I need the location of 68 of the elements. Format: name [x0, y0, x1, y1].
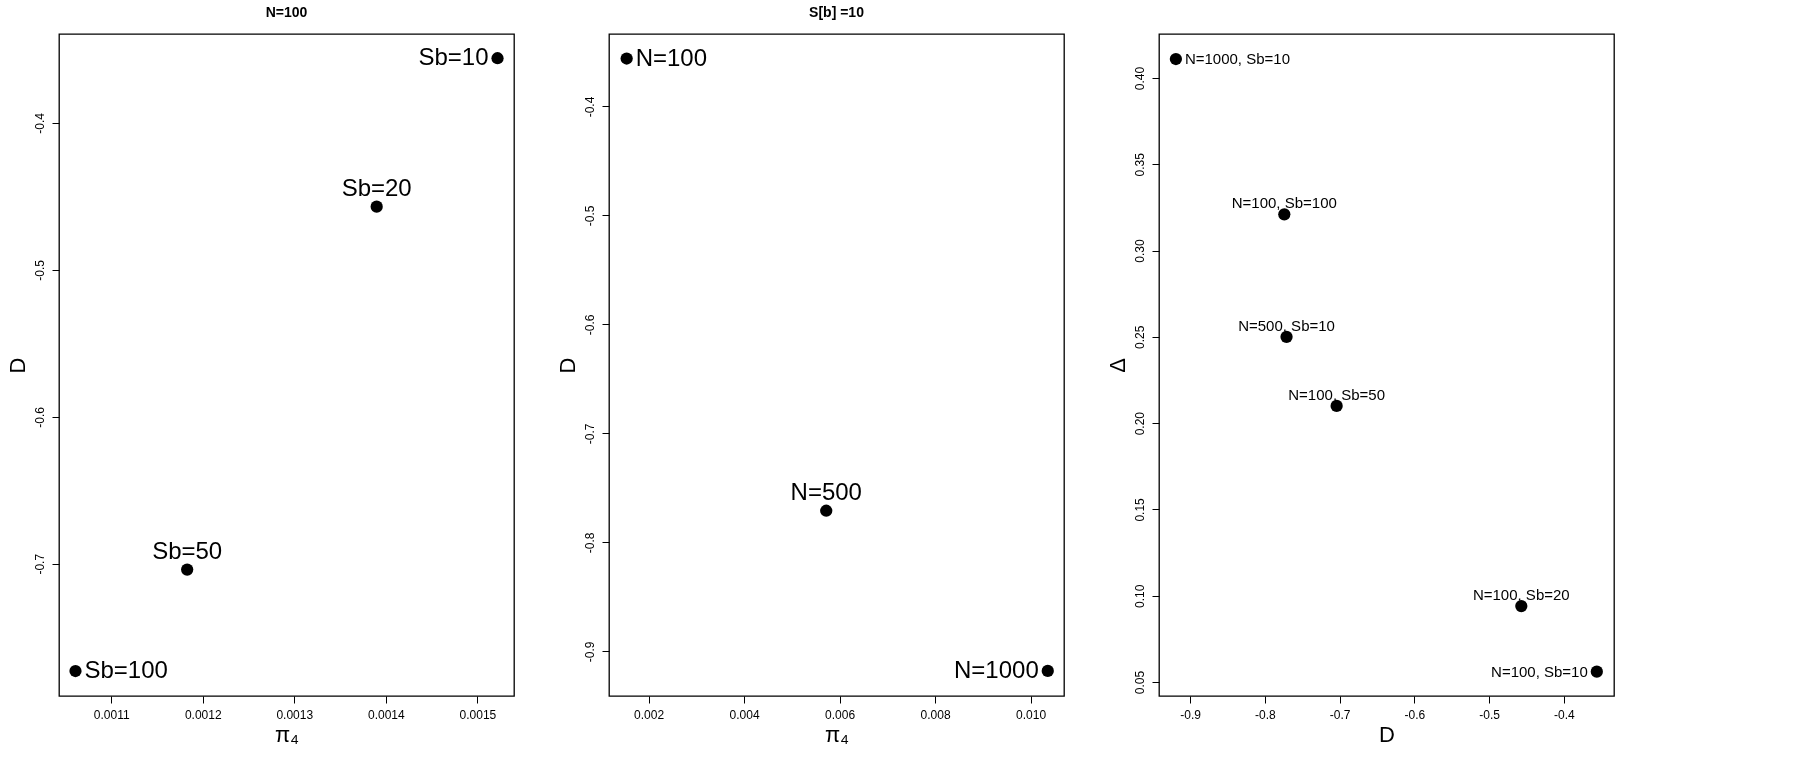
- y-tick-label: 0.10: [1132, 584, 1147, 608]
- x-tick-label: -0.8: [1255, 707, 1277, 722]
- x-tick-label: 0.002: [634, 707, 665, 722]
- y-tick-label: 0.40: [1132, 66, 1147, 91]
- y-axis-title: Δ: [1104, 357, 1130, 373]
- annotation: N=100, Sb=10: [1491, 662, 1588, 680]
- point: [1515, 599, 1528, 613]
- annotation: N=100, Sb=100: [1231, 194, 1337, 212]
- x-tick-label: 0.010: [1016, 707, 1047, 722]
- annotation: Sb=20: [341, 173, 412, 201]
- point: [1330, 399, 1343, 413]
- point: [1280, 330, 1293, 343]
- y-tick-label: 0.20: [1132, 411, 1147, 436]
- y-tick-label: -0.9: [582, 641, 597, 663]
- y-tick-label: 0.25: [1132, 325, 1147, 350]
- annotation: Sb=10: [418, 43, 489, 71]
- annotation: N=100: [635, 43, 708, 71]
- annotation: Sb=50: [152, 536, 223, 564]
- point: [620, 52, 633, 65]
- point: [491, 52, 504, 65]
- y-tick-label: -0.7: [582, 423, 597, 445]
- annotation: Sb=100: [84, 656, 168, 684]
- x-tick-label: 0.008: [920, 707, 951, 722]
- y-tick-label: 0.15: [1132, 497, 1147, 522]
- y-tick-label: -0.7: [32, 553, 47, 575]
- y-tick-label: -0.4: [32, 112, 47, 134]
- chart-title: S[b] =10: [809, 4, 865, 20]
- x-tick-label: -0.9: [1180, 707, 1202, 722]
- point: [181, 563, 194, 576]
- annotation: N=100, Sb=20: [1472, 585, 1570, 603]
- x-tick-label: -0.5: [1479, 707, 1501, 722]
- annotation: N=500, Sb=10: [1238, 316, 1335, 334]
- y-tick-label: -0.6: [582, 314, 597, 336]
- point: [1278, 208, 1291, 221]
- point: [69, 664, 82, 678]
- x-tick-label: 0.0015: [459, 707, 497, 722]
- point: [1041, 664, 1054, 678]
- y-tick-label: 0.35: [1132, 152, 1147, 177]
- x-axis-title: π₄: [274, 721, 300, 747]
- y-tick-label: -0.5: [32, 259, 47, 281]
- point: [1590, 665, 1603, 678]
- x-axis-title: D: [1379, 721, 1395, 747]
- y-tick-label: -0.5: [582, 205, 597, 227]
- x-tick-label: 0.0012: [184, 707, 222, 722]
- annotation: N=1000, Sb=10: [1184, 50, 1290, 68]
- y-axis-title: D: [554, 357, 580, 374]
- x-tick-label: -0.4: [1554, 707, 1576, 722]
- x-tick-label: 0.0011: [93, 707, 130, 722]
- y-tick-label: -0.4: [582, 96, 597, 118]
- annotation: N=500: [790, 477, 862, 505]
- x-tick-label: 0.0014: [367, 707, 406, 722]
- x-axis-title: π₄: [824, 721, 850, 747]
- y-tick-label: -0.6: [32, 406, 47, 428]
- y-axis-title: D: [4, 357, 30, 374]
- y-tick-label: -0.8: [582, 532, 597, 554]
- annotation: N=100, Sb=50: [1288, 385, 1386, 403]
- point: [820, 504, 833, 517]
- y-tick-label: 0.30: [1132, 239, 1147, 263]
- x-tick-label: 0.006: [825, 707, 856, 722]
- point: [370, 200, 383, 213]
- x-tick-label: -0.7: [1329, 707, 1351, 722]
- annotation: N=1000: [954, 655, 1039, 683]
- x-tick-label: 0.0013: [276, 707, 314, 722]
- x-tick-label: 0.004: [729, 707, 760, 722]
- point: [1169, 52, 1183, 66]
- chart-title: N=100: [265, 4, 308, 20]
- y-tick-label: 0.05: [1132, 670, 1147, 695]
- x-tick-label: -0.6: [1404, 707, 1426, 722]
